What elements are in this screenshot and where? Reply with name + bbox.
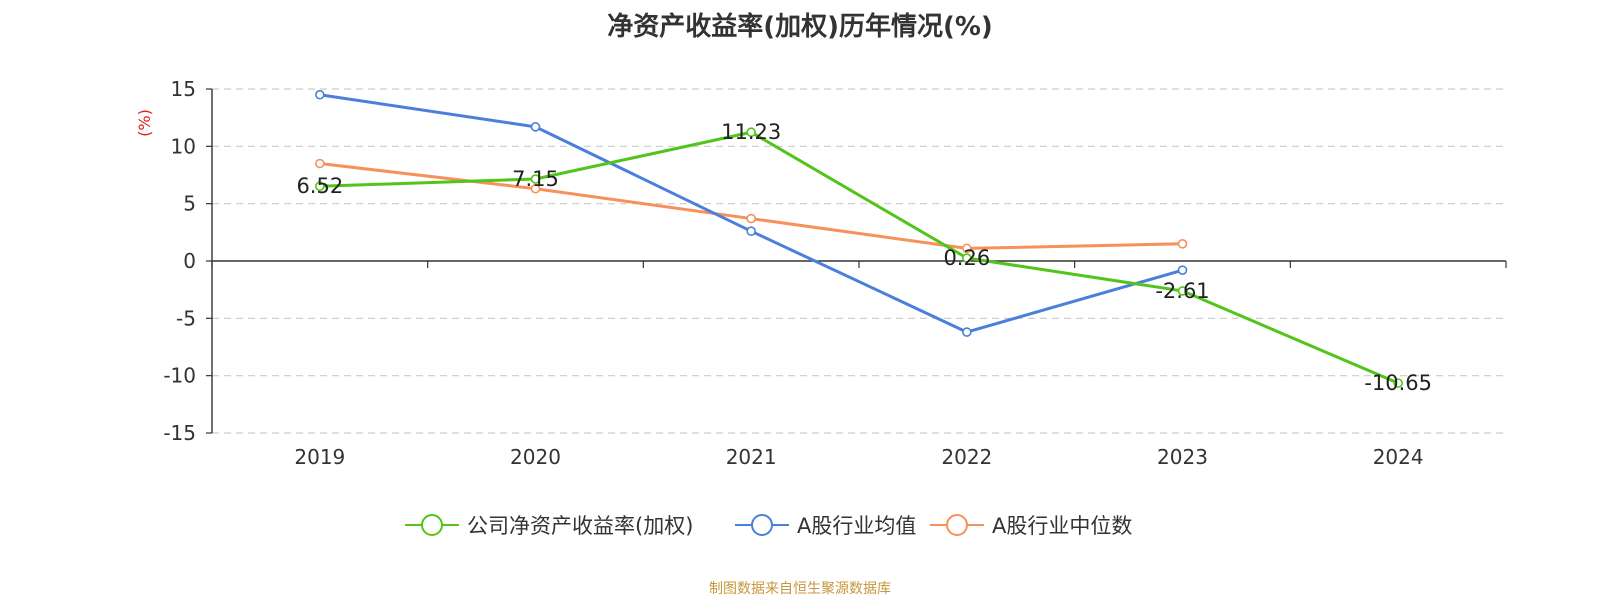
data-point — [962, 327, 972, 337]
series-points — [315, 89, 1403, 388]
y-tick-label: 5 — [183, 192, 196, 216]
data-point — [1177, 239, 1188, 249]
series-line — [319, 130, 1399, 385]
x-tick-label: 2024 — [1373, 445, 1424, 469]
data-point — [1393, 378, 1403, 388]
data-label: 0.26 — [943, 246, 990, 270]
data-point — [1177, 286, 1188, 296]
y-tick-label: 0 — [183, 249, 196, 273]
series-lines — [319, 93, 1399, 385]
data-point — [315, 158, 325, 169]
data-label: 6.52 — [296, 174, 343, 198]
y-tick-label: -10 — [163, 364, 196, 388]
data-point — [315, 89, 325, 100]
data-point — [962, 253, 972, 263]
y-tick-labels: 15 10 5 0 -5 -10 -15 — [163, 77, 196, 445]
y-tick-label: -5 — [176, 306, 196, 330]
y-tick-label: -15 — [163, 421, 196, 445]
y-tick-label: 10 — [171, 134, 196, 158]
x-tick-label: 2022 — [941, 445, 992, 469]
x-tick-label: 2023 — [1157, 445, 1208, 469]
data-label: 7.15 — [512, 167, 559, 191]
legend-item: 公司净资产收益率(加权) — [405, 514, 693, 538]
y-axis-label: (%) — [135, 109, 154, 137]
x-tick-label: 2020 — [510, 445, 561, 469]
x-tick-label: 2019 — [294, 445, 345, 469]
data-point — [746, 127, 756, 138]
legend-item: A股行业均值 — [735, 514, 916, 538]
data-point — [530, 174, 541, 184]
legend: 公司净资产收益率(加权) A股行业均值 A股行业中位数 — [405, 514, 1132, 538]
data-point — [1177, 265, 1188, 275]
legend-item: A股行业中位数 — [930, 514, 1132, 538]
data-label: 11.23 — [721, 120, 781, 144]
data-labels: 6.52 7.15 11.23 0.26 -2.61 -10.65 — [296, 120, 1432, 395]
x-tick-label: 2021 — [726, 445, 777, 469]
legend-label: 公司净资产收益率(加权) — [467, 514, 693, 538]
x-tick-labels: 2019 2020 2021 2022 2023 2024 — [294, 445, 1423, 469]
legend-label: A股行业均值 — [797, 514, 916, 538]
y-tick-label: 15 — [171, 77, 196, 101]
data-point — [962, 243, 972, 254]
data-point — [746, 226, 756, 236]
legend-marker — [946, 514, 968, 536]
data-label: -10.65 — [1364, 371, 1432, 395]
data-label: -2.61 — [1155, 279, 1209, 303]
legend-marker — [421, 514, 443, 536]
data-point — [530, 122, 541, 132]
legend-label: A股行业中位数 — [992, 514, 1132, 538]
data-point — [530, 183, 541, 194]
source-note: 制图数据来自恒生聚源数据库 — [709, 581, 891, 597]
legend-marker — [751, 514, 773, 536]
chart-title: 净资产收益率(加权)历年情况(%) — [607, 12, 993, 42]
axes — [206, 88, 1507, 434]
data-point — [315, 181, 325, 192]
data-point — [746, 213, 756, 224]
